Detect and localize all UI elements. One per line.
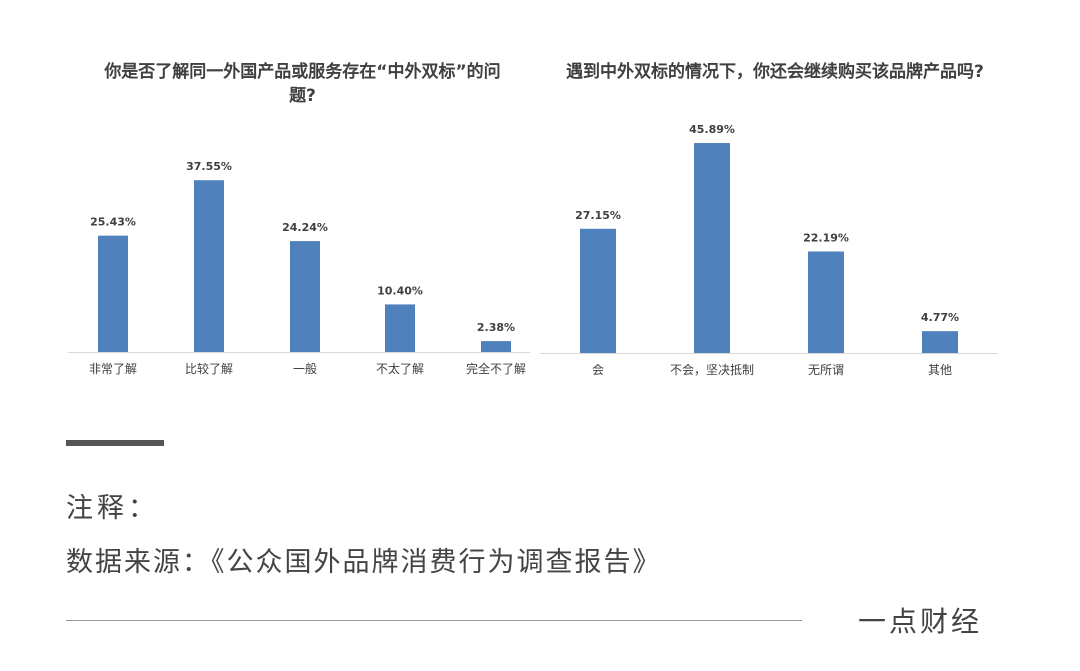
purchase-value-label-3: 4.77% — [921, 311, 959, 324]
source-text: 数据来源：《公众国外品牌消费行为调查报告》 — [66, 547, 662, 578]
purchase-value-label-1: 45.89% — [689, 123, 735, 136]
awareness-category-label-2: 一般 — [293, 361, 317, 376]
purchase-bar-2 — [808, 251, 844, 353]
footer-line — [66, 620, 802, 621]
brand-name: 一点财经 — [858, 605, 983, 638]
purchase-bar-0 — [580, 228, 616, 353]
purchase-category-label-0: 会 — [592, 363, 604, 377]
awareness-category-label-3: 不太了解 — [376, 361, 424, 376]
purchase-category-label-1: 不会，坚决抵制 — [670, 363, 754, 377]
awareness-bar-3 — [385, 304, 415, 352]
awareness-bar-0 — [98, 235, 128, 352]
purchase-value-label-2: 22.19% — [803, 231, 849, 244]
purchase-bar-1 — [694, 143, 730, 353]
purchase-category-label-3: 其他 — [928, 363, 952, 377]
awareness-category-label-1: 比较了解 — [185, 361, 233, 376]
purchase-bar-3 — [922, 331, 958, 353]
awareness-value-label-3: 10.40% — [377, 284, 423, 297]
chart-awareness-plot: 25.43% 非常了解 37.55% 比较了解 24.24% 一般 10.40% 不太了解 2.… — [68, 160, 530, 376]
awareness-bar-4 — [481, 341, 511, 352]
purchase-value-label-0: 27.15% — [575, 209, 621, 222]
purchase-category-label-2: 无所谓 — [808, 363, 844, 377]
awareness-value-label-4: 2.38% — [477, 321, 515, 334]
awareness-value-label-0: 25.43% — [90, 216, 136, 229]
awareness-category-label-0: 非常了解 — [89, 362, 137, 376]
section-divider — [66, 440, 164, 446]
chart-purchase-plot: 27.15% 会 45.89% 不会，坚决抵制 22.19% 无所谓 4.77% 其他 — [540, 123, 998, 377]
awareness-value-label-2: 24.24% — [282, 221, 328, 234]
chart-awareness: 你是否了解同一外国产品或服务存在“中外双标”的问题? 25.43% 非常了解 37.… — [0, 0, 540, 400]
awareness-bar-2 — [290, 241, 320, 352]
awareness-bar-1 — [194, 180, 224, 352]
chart-awareness-title: 你是否了解同一外国产品或服务存在“中外双标”的问题? — [104, 62, 501, 106]
notes-label: 注释： — [66, 493, 159, 524]
chart-purchase: 遇到中外双标的情况下，你还会继续购买该品牌产品吗? 27.15% 会 45.89% 不… — [540, 0, 1080, 400]
chart-purchase-title: 遇到中外双标的情况下，你还会继续购买该品牌产品吗? — [566, 62, 984, 82]
awareness-value-label-1: 37.55% — [186, 160, 232, 173]
awareness-category-label-4: 完全不了解 — [466, 361, 526, 376]
